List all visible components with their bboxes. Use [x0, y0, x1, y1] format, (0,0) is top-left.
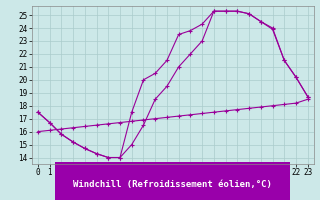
X-axis label: Windchill (Refroidissement éolien,°C): Windchill (Refroidissement éolien,°C): [73, 180, 272, 189]
